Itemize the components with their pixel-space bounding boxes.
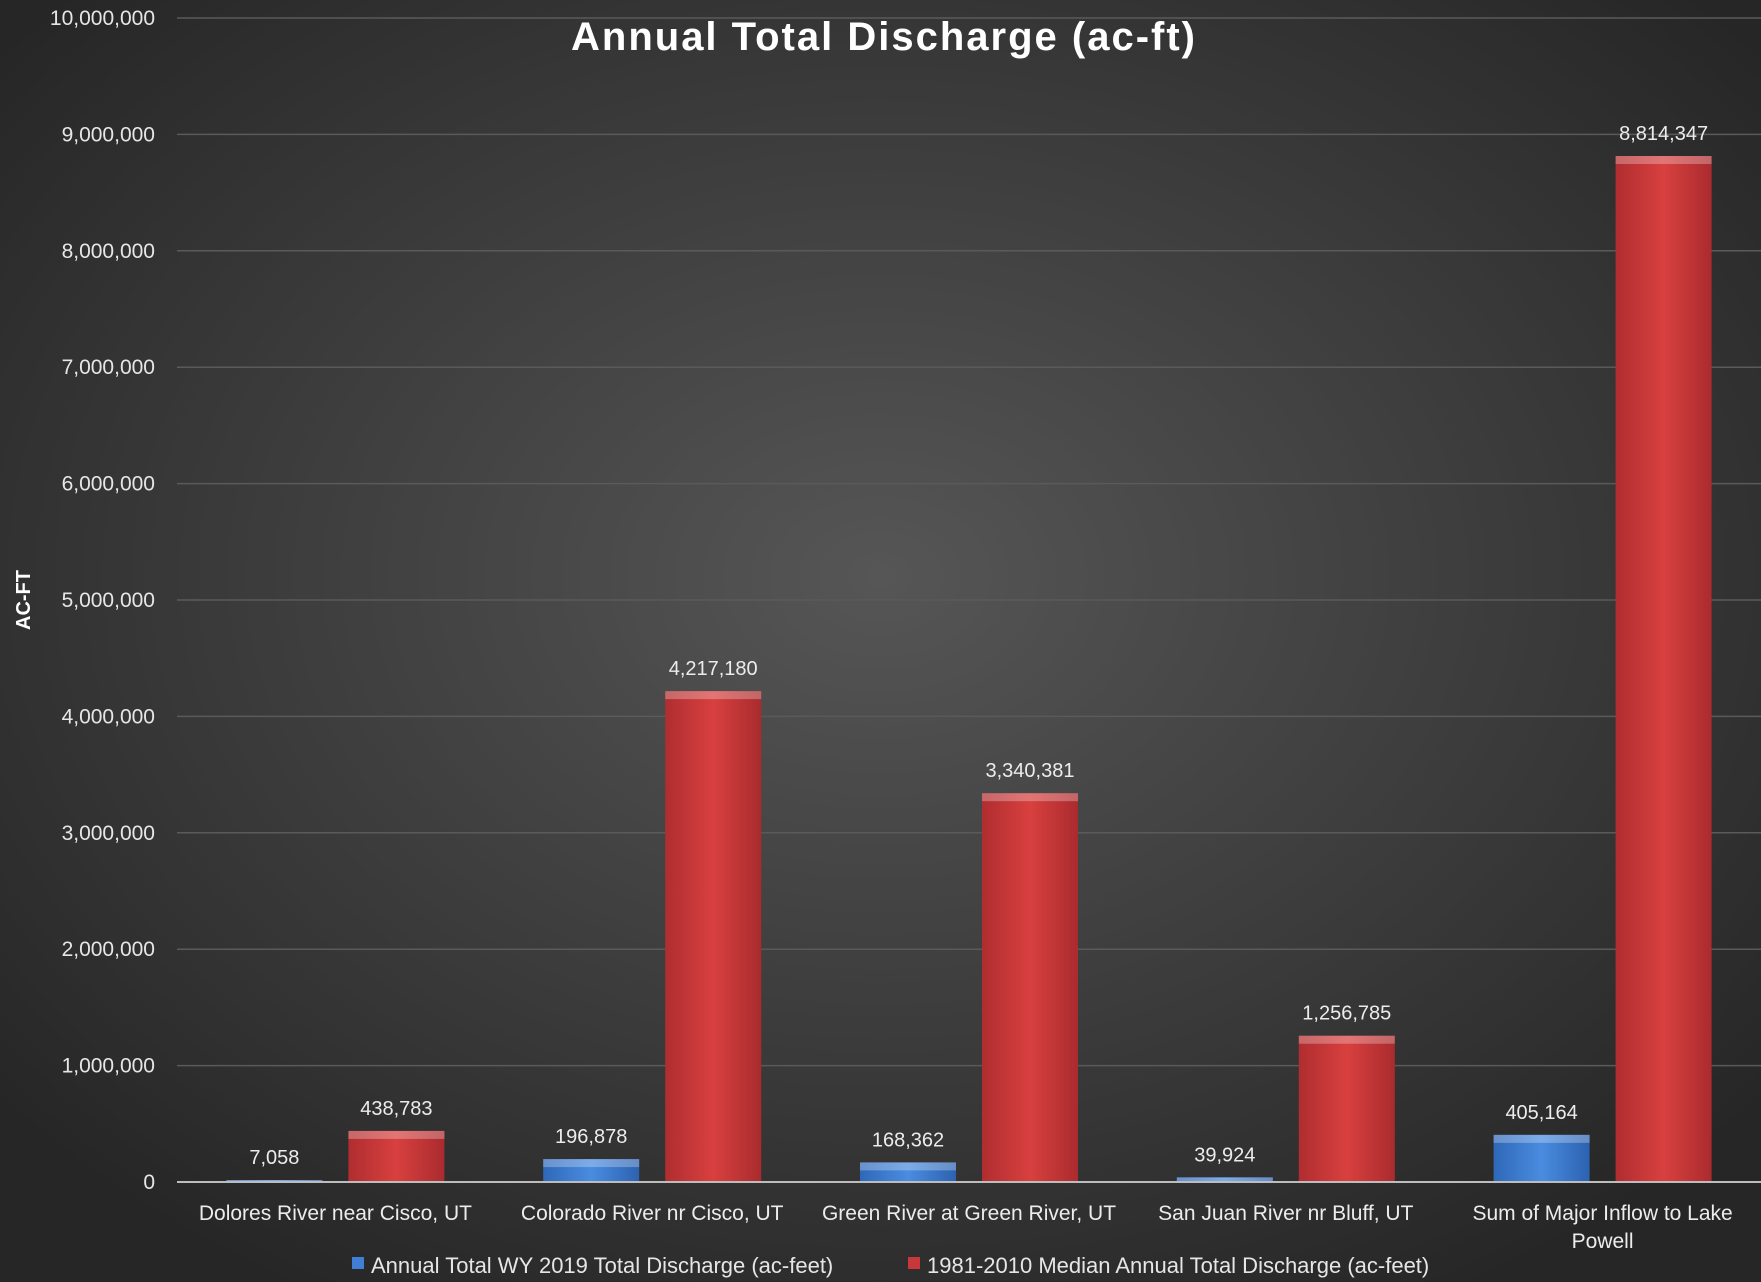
bar-highlight <box>1176 1177 1273 1182</box>
x-category-label: Green River at Green River, UT <box>822 1202 1116 1225</box>
legend-swatch <box>352 1257 364 1269</box>
data-labels: 7,058 438,783 196,878 4,217,180 168,362 3,340… <box>249 123 1708 1169</box>
y-tick-label: 7,000,000 <box>62 356 155 379</box>
bar-series-1 <box>1615 156 1712 1182</box>
bar-highlight <box>982 793 1078 802</box>
legend-entry: 1981-2010 Median Annual Total Discharge … <box>927 1253 1429 1278</box>
gridlines <box>177 17 1761 1067</box>
data-label: 196,878 <box>555 1126 627 1148</box>
bar-series-1 <box>665 691 762 1182</box>
y-tick-label: 10,000,000 <box>50 7 155 30</box>
data-label: 1,256,785 <box>1302 1003 1391 1025</box>
y-tick-label: 4,000,000 <box>62 705 155 728</box>
y-tick-label: 8,000,000 <box>62 240 155 263</box>
legend-entry: Annual Total WY 2019 Total Discharge (ac… <box>371 1253 833 1278</box>
y-tick-label: 9,000,000 <box>62 123 155 146</box>
x-category-label: Powell <box>1572 1230 1634 1253</box>
data-label: 7,058 <box>249 1147 299 1169</box>
bar-series-0 <box>543 1159 640 1182</box>
bar-highlight <box>665 691 762 700</box>
data-label: 168,362 <box>872 1129 944 1151</box>
x-axis-categories: Dolores River near Cisco, UT Colorado Riv… <box>199 1202 1733 1253</box>
x-category-label: Dolores River near Cisco, UT <box>199 1202 472 1225</box>
y-tick-label: 3,000,000 <box>62 822 155 845</box>
bar-series-1 <box>348 1130 445 1182</box>
y-tick-label: 6,000,000 <box>62 473 155 496</box>
legend-swatch <box>908 1257 920 1269</box>
bar-highlight <box>1615 156 1712 165</box>
data-label: 4,217,180 <box>669 658 758 680</box>
y-tick-label: 2,000,000 <box>62 938 155 961</box>
y-tick-label: 1,000,000 <box>62 1055 155 1078</box>
y-tick-label: 5,000,000 <box>62 589 155 612</box>
x-category-label: Colorado River nr Cisco, UT <box>521 1202 784 1225</box>
bar-series-0 <box>860 1162 956 1182</box>
bar-highlight <box>1493 1134 1590 1143</box>
data-label: 438,783 <box>360 1098 432 1120</box>
bar-series-1 <box>982 793 1078 1182</box>
y-axis-ticks: 0 1,000,000 2,000,000 3,000,000 4,000,000 5,0… <box>50 7 155 1194</box>
y-tick-label: 0 <box>143 1171 155 1194</box>
bar-series-0 <box>1176 1177 1273 1182</box>
data-label: 3,340,381 <box>986 760 1075 782</box>
bars <box>226 156 1712 1182</box>
x-category-label: Sum of Major Inflow to Lake <box>1472 1202 1732 1225</box>
bar-highlight <box>1298 1035 1395 1044</box>
bar-highlight <box>348 1130 445 1139</box>
bar-series-1 <box>1298 1035 1395 1182</box>
data-label: 405,164 <box>1505 1102 1577 1124</box>
y-axis-label: AC-FT <box>13 570 35 630</box>
data-label: 8,814,347 <box>1619 123 1708 145</box>
bar-highlight <box>860 1162 956 1171</box>
legend: Annual Total WY 2019 Total Discharge (ac… <box>352 1253 1429 1278</box>
bar-series-0 <box>1493 1134 1590 1182</box>
chart-title: Annual Total Discharge (ac-ft) <box>571 15 1197 59</box>
bar-highlight <box>543 1159 640 1168</box>
data-label: 39,924 <box>1194 1144 1255 1166</box>
x-category-label: San Juan River nr Bluff, UT <box>1158 1202 1413 1225</box>
